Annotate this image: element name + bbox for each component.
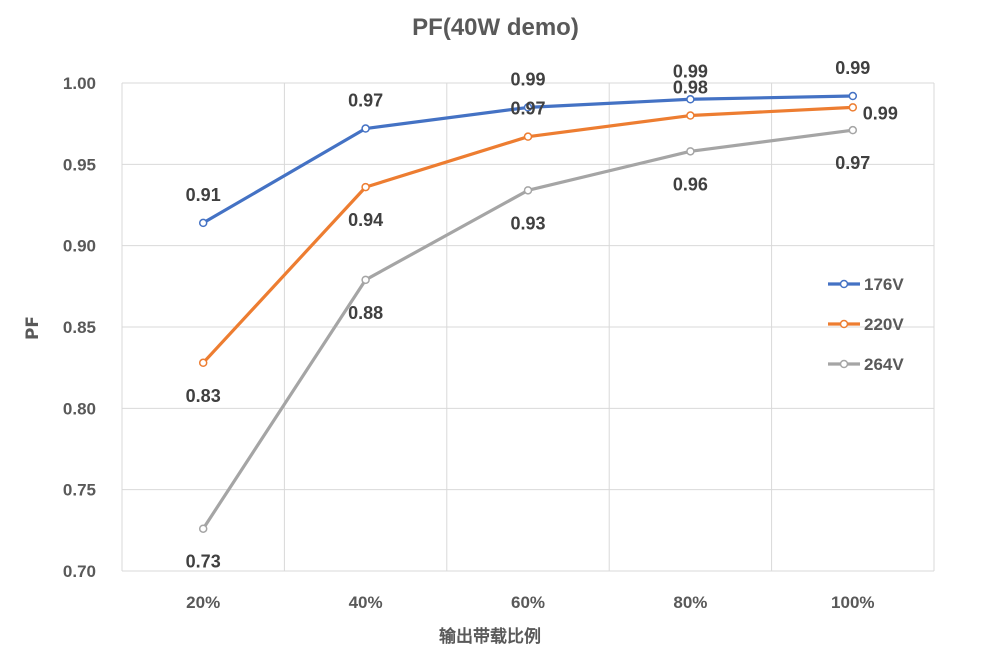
data-point — [686, 111, 695, 120]
legend-item: 264V — [828, 355, 904, 374]
legend-item: 220V — [828, 315, 904, 334]
data-label: 0.93 — [510, 213, 545, 233]
data-point — [523, 132, 533, 141]
chart-title: PF(40W demo) — [412, 14, 579, 41]
series-176V — [198, 91, 858, 228]
data-label: 0.83 — [186, 386, 221, 406]
legend-marker — [839, 279, 849, 289]
legend-label: 264V — [864, 355, 904, 374]
data-label: 0.98 — [673, 78, 708, 98]
data-point — [198, 218, 208, 228]
y-tick-label: 0.90 — [63, 237, 96, 256]
y-tick-label: 0.80 — [63, 399, 96, 418]
y-axis-ticks: 0.70 0.75 0.80 0.85 0.90 0.95 1.00 — [63, 74, 96, 581]
legend-item: 176V — [828, 275, 904, 294]
series-lines — [198, 91, 858, 533]
y-axis-title: PF — [23, 316, 43, 340]
y-tick-label: 0.70 — [63, 562, 96, 581]
data-label: 0.91 — [186, 185, 221, 205]
y-tick-label: 0.75 — [63, 481, 96, 500]
y-tick-label: 0.95 — [63, 155, 96, 174]
x-axis-ticks: 20% 40% 60% 80% 100% — [186, 593, 874, 612]
data-labels: 0.910.970.99 0.99 0.990.830.940.970.980.99… — [186, 58, 898, 572]
data-point — [523, 186, 533, 195]
legend: 176V 220V 264V — [828, 275, 904, 374]
x-tick-label: 100% — [831, 593, 874, 612]
data-label: 0.99 — [835, 58, 870, 78]
legend-marker — [839, 359, 849, 369]
data-label: 0.99 — [863, 103, 898, 123]
data-point — [198, 358, 208, 368]
data-label: 0.97 — [348, 91, 383, 111]
x-axis-title: 输出带载比例 — [439, 626, 541, 647]
legend-label: 220V — [864, 315, 904, 334]
data-label: 0.97 — [510, 99, 545, 119]
data-point — [361, 182, 370, 192]
data-point — [361, 275, 370, 285]
x-tick-label: 40% — [349, 593, 383, 612]
series-line — [201, 105, 855, 365]
data-label: 0.99 — [510, 69, 545, 89]
data-label: 0.96 — [673, 174, 708, 194]
x-tick-label: 80% — [673, 593, 707, 612]
series-264V — [198, 125, 858, 533]
data-point — [686, 95, 695, 104]
x-tick-label: 20% — [186, 593, 220, 612]
data-point — [198, 524, 208, 533]
data-point — [361, 124, 370, 133]
data-point — [523, 103, 533, 112]
data-label: 0.94 — [348, 210, 383, 230]
y-tick-label: 1.00 — [63, 74, 96, 93]
data-label: 0.88 — [348, 303, 383, 323]
legend-marker — [839, 319, 849, 329]
data-point — [686, 147, 695, 156]
data-point — [848, 103, 858, 112]
y-tick-label: 0.85 — [63, 318, 96, 337]
data-point — [848, 91, 858, 101]
data-label: 0.97 — [835, 153, 870, 173]
grid-lines — [121, 82, 935, 572]
data-point — [848, 125, 858, 135]
legend-label: 176V — [864, 275, 904, 294]
series-220V — [198, 103, 858, 368]
data-label: 0.99 — [673, 61, 708, 81]
x-tick-label: 60% — [511, 593, 545, 612]
data-label: 0.73 — [186, 552, 221, 572]
